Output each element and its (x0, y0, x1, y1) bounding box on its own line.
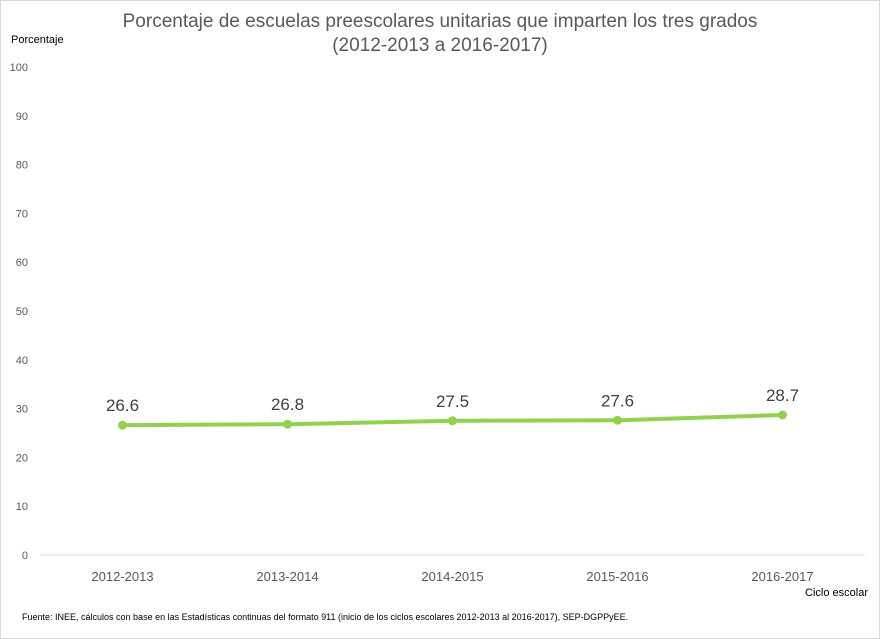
y-tick-label: 10 (16, 501, 28, 513)
y-tick-label: 90 (16, 111, 28, 123)
x-tick-label: 2013-2014 (256, 569, 318, 584)
chart-title-line-2: (2012-2013 a 2016-2017) (332, 35, 548, 56)
data-point (283, 419, 292, 429)
data-label: 26.6 (106, 396, 139, 415)
y-tick-label: 100 (10, 62, 28, 74)
y-tick-label: 60 (16, 257, 28, 269)
y-tick-label: 80 (16, 160, 28, 172)
data-point (778, 410, 787, 420)
data-label: 27.5 (436, 392, 469, 411)
x-tick-label: 2012-2013 (91, 569, 153, 584)
source-note: Fuente: INEE, cálculos con base en las E… (22, 612, 629, 622)
data-label: 28.7 (766, 386, 799, 405)
y-axis-label: Porcentaje (11, 34, 64, 46)
y-tick-label: 0 (22, 550, 28, 562)
y-tick-label: 30 (16, 404, 28, 416)
data-label: 27.6 (601, 391, 634, 410)
y-tick-label: 40 (16, 355, 28, 367)
x-axis-label: Ciclo escolar (805, 587, 868, 599)
y-tick-label: 70 (16, 208, 28, 220)
data-point (613, 415, 622, 425)
chart-title: Porcentaje de escuelas preescolares unit… (0, 10, 880, 58)
x-tick-label: 2015-2016 (586, 569, 648, 584)
data-point (118, 420, 127, 430)
data-label: 26.8 (271, 395, 304, 414)
chart-title-line-1: Porcentaje de escuelas preescolares unit… (122, 11, 758, 32)
y-tick-label: 50 (16, 306, 28, 318)
x-tick-label: 2016-2017 (751, 569, 813, 584)
data-point (448, 416, 457, 426)
x-tick-label: 2014-2015 (421, 569, 483, 584)
y-tick-label: 20 (16, 452, 28, 464)
